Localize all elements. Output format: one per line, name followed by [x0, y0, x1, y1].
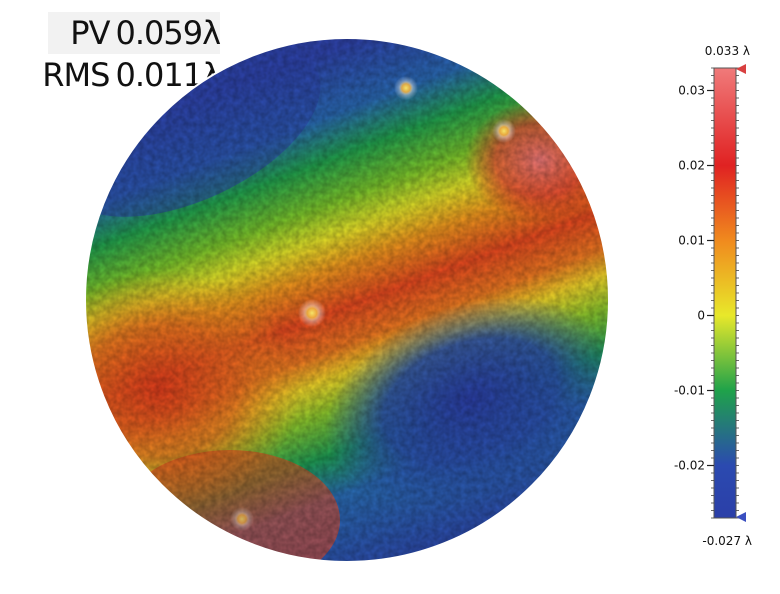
- colorbar-tick-label: 0.03: [678, 84, 705, 98]
- colorbar-tick-label: -0.02: [674, 459, 705, 473]
- colorbar-max-label: 0.033 λ: [705, 44, 750, 58]
- colorbar-tick-label: -0.01: [674, 384, 705, 398]
- colorbar-min-label: -0.027 λ: [702, 534, 752, 548]
- pv-value: 0.059λ: [115, 14, 221, 52]
- colorbar-tick-label: 0.01: [678, 234, 705, 248]
- colorbar-min-marker[interactable]: [736, 512, 746, 522]
- colorbar-max-marker[interactable]: [736, 64, 746, 74]
- colorbar-ticks: 0.03 0.02 0.01 0 -0.01 -0.02: [674, 84, 714, 473]
- statistics-panel: PV 0.059λ RMS 0.011λ: [30, 12, 221, 96]
- colorbar-gradient: [713, 67, 737, 519]
- pv-row: PV 0.059λ: [48, 12, 221, 54]
- colorbar-tick-label: 0: [697, 309, 705, 323]
- rms-label: RMS: [42, 56, 110, 94]
- colorbar-tick-label: 0.02: [678, 159, 705, 173]
- pv-label: PV: [70, 14, 110, 52]
- colorbar-minor-ticks: [711, 67, 739, 519]
